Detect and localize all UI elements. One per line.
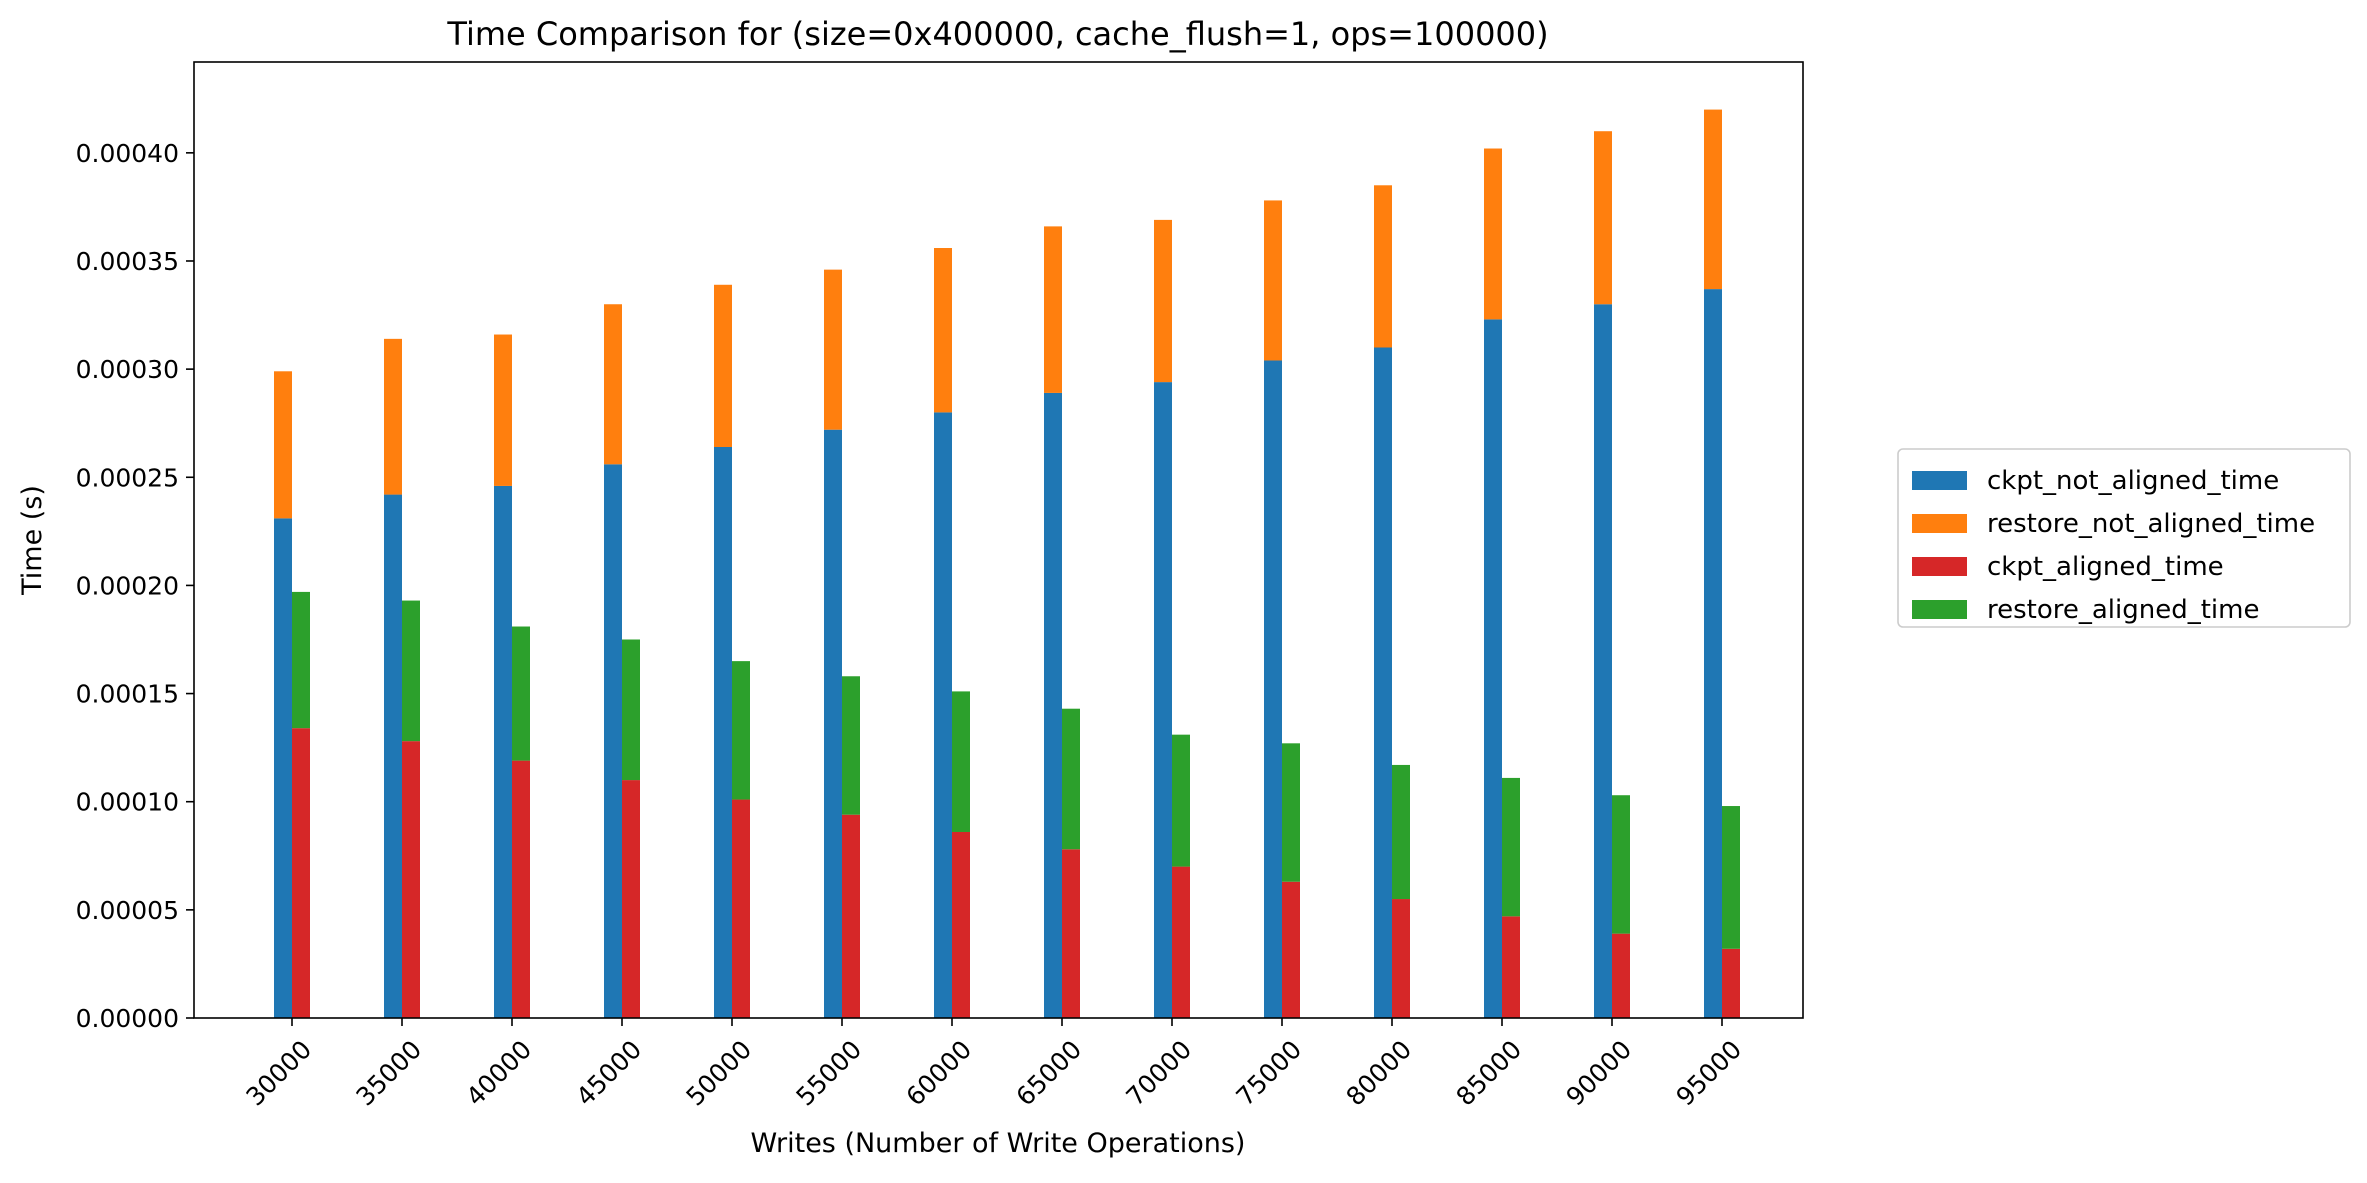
legend-frame <box>1897 448 2351 628</box>
y-axis-label: Time (s) <box>17 485 48 596</box>
y-tick-label-0.00000: 0.00000 <box>76 1004 179 1033</box>
bar-ckpt_aligned_time-85000 <box>1502 916 1520 1018</box>
bar-restore_not_aligned_time-30000 <box>274 371 292 519</box>
bar-restore_aligned_time-80000 <box>1392 764 1410 900</box>
y-tick-label-0.00035: 0.00035 <box>76 247 179 276</box>
bar-restore_aligned_time-35000 <box>402 600 420 742</box>
bar-ckpt_not_aligned_time-85000 <box>1484 319 1502 1018</box>
bar-restore_not_aligned_time-55000 <box>824 269 842 430</box>
chart-title: Time Comparison for (size=0x400000, cach… <box>446 15 1548 53</box>
bar-restore_aligned_time-90000 <box>1612 795 1630 934</box>
bar-restore_aligned_time-70000 <box>1172 734 1190 867</box>
bar-restore_not_aligned_time-70000 <box>1154 219 1172 383</box>
legend-label-restore_aligned_time: restore_aligned_time <box>1987 595 2259 625</box>
bar-ckpt_aligned_time-90000 <box>1612 933 1630 1018</box>
bar-ckpt_aligned_time-70000 <box>1172 866 1190 1018</box>
legend-swatch-ckpt_not_aligned_time <box>1912 471 1967 490</box>
y-tick-label-0.00015: 0.00015 <box>76 680 179 709</box>
bar-ckpt_aligned_time-50000 <box>732 799 750 1018</box>
legend-label-restore_not_aligned_time: restore_not_aligned_time <box>1987 509 2315 539</box>
bar-restore_not_aligned_time-85000 <box>1484 148 1502 320</box>
bar-ckpt_not_aligned_time-30000 <box>274 518 292 1018</box>
bar-restore_aligned_time-95000 <box>1722 806 1740 949</box>
bar-restore_not_aligned_time-80000 <box>1374 185 1392 348</box>
plot-frame <box>193 61 1804 1019</box>
bar-ckpt_aligned_time-40000 <box>512 760 530 1018</box>
bar-ckpt_not_aligned_time-95000 <box>1704 289 1722 1018</box>
bar-ckpt_aligned_time-35000 <box>402 741 420 1018</box>
bar-restore_aligned_time-75000 <box>1282 743 1300 882</box>
bar-ckpt_not_aligned_time-70000 <box>1154 382 1172 1018</box>
bar-ckpt_not_aligned_time-45000 <box>604 464 622 1018</box>
bar-ckpt_not_aligned_time-35000 <box>384 494 402 1018</box>
bar-ckpt_not_aligned_time-90000 <box>1594 304 1612 1018</box>
bar-ckpt_not_aligned_time-75000 <box>1264 360 1282 1019</box>
bar-restore_aligned_time-55000 <box>842 676 860 815</box>
bar-restore_not_aligned_time-50000 <box>714 284 732 447</box>
legend-swatch-ckpt_aligned_time <box>1912 557 1967 576</box>
y-tick-label-0.00020: 0.00020 <box>76 571 179 600</box>
bar-restore_aligned_time-50000 <box>732 661 750 800</box>
bar-ckpt_aligned_time-75000 <box>1282 881 1300 1018</box>
y-tick-label-0.00025: 0.00025 <box>76 463 179 492</box>
bar-restore_not_aligned_time-95000 <box>1704 109 1722 290</box>
bar-ckpt_not_aligned_time-80000 <box>1374 347 1392 1018</box>
y-tick-label-0.00040: 0.00040 <box>76 139 179 168</box>
bar-restore_not_aligned_time-60000 <box>934 248 952 413</box>
bar-ckpt_not_aligned_time-60000 <box>934 412 952 1018</box>
bar-restore_aligned_time-60000 <box>952 691 970 832</box>
legend-label-ckpt_not_aligned_time: ckpt_not_aligned_time <box>1987 466 2279 496</box>
bar-ckpt_aligned_time-60000 <box>952 831 970 1018</box>
bar-ckpt_not_aligned_time-65000 <box>1044 392 1062 1018</box>
bar-ckpt_aligned_time-55000 <box>842 814 860 1018</box>
y-tick-label-0.00005: 0.00005 <box>76 896 179 925</box>
bar-ckpt_aligned_time-30000 <box>292 728 310 1018</box>
x-axis-label: Writes (Number of Write Operations) <box>751 1128 1246 1159</box>
bar-restore_not_aligned_time-45000 <box>604 304 622 465</box>
bars-layer <box>274 109 1740 1019</box>
legend-swatch-restore_not_aligned_time <box>1912 514 1967 533</box>
legend-label-ckpt_aligned_time: ckpt_aligned_time <box>1987 552 2224 582</box>
bar-restore_not_aligned_time-75000 <box>1264 200 1282 361</box>
bar-restore_aligned_time-40000 <box>512 626 530 761</box>
bar-restore_aligned_time-65000 <box>1062 708 1080 850</box>
bar-restore_not_aligned_time-40000 <box>494 334 512 486</box>
bar-restore_aligned_time-30000 <box>292 591 310 729</box>
legend-swatch-restore_aligned_time <box>1912 600 1967 619</box>
bar-restore_aligned_time-85000 <box>1502 777 1520 917</box>
bar-restore_aligned_time-45000 <box>622 639 640 781</box>
legend: ckpt_not_aligned_time restore_not_aligned… <box>1897 448 2351 628</box>
bar-restore_not_aligned_time-35000 <box>384 338 402 495</box>
bar-ckpt_aligned_time-45000 <box>622 780 640 1018</box>
bar-restore_not_aligned_time-65000 <box>1044 226 1062 393</box>
bar-ckpt_aligned_time-80000 <box>1392 899 1410 1018</box>
bar-ckpt_not_aligned_time-55000 <box>824 429 842 1018</box>
bar-ckpt_aligned_time-95000 <box>1722 948 1740 1018</box>
y-tick-label-0.00030: 0.00030 <box>76 355 179 384</box>
bar-ckpt_aligned_time-65000 <box>1062 849 1080 1018</box>
bar-ckpt_not_aligned_time-50000 <box>714 446 732 1018</box>
y-tick-label-0.00010: 0.00010 <box>76 788 179 817</box>
bar-restore_not_aligned_time-90000 <box>1594 131 1612 305</box>
bar-ckpt_not_aligned_time-40000 <box>494 485 512 1018</box>
